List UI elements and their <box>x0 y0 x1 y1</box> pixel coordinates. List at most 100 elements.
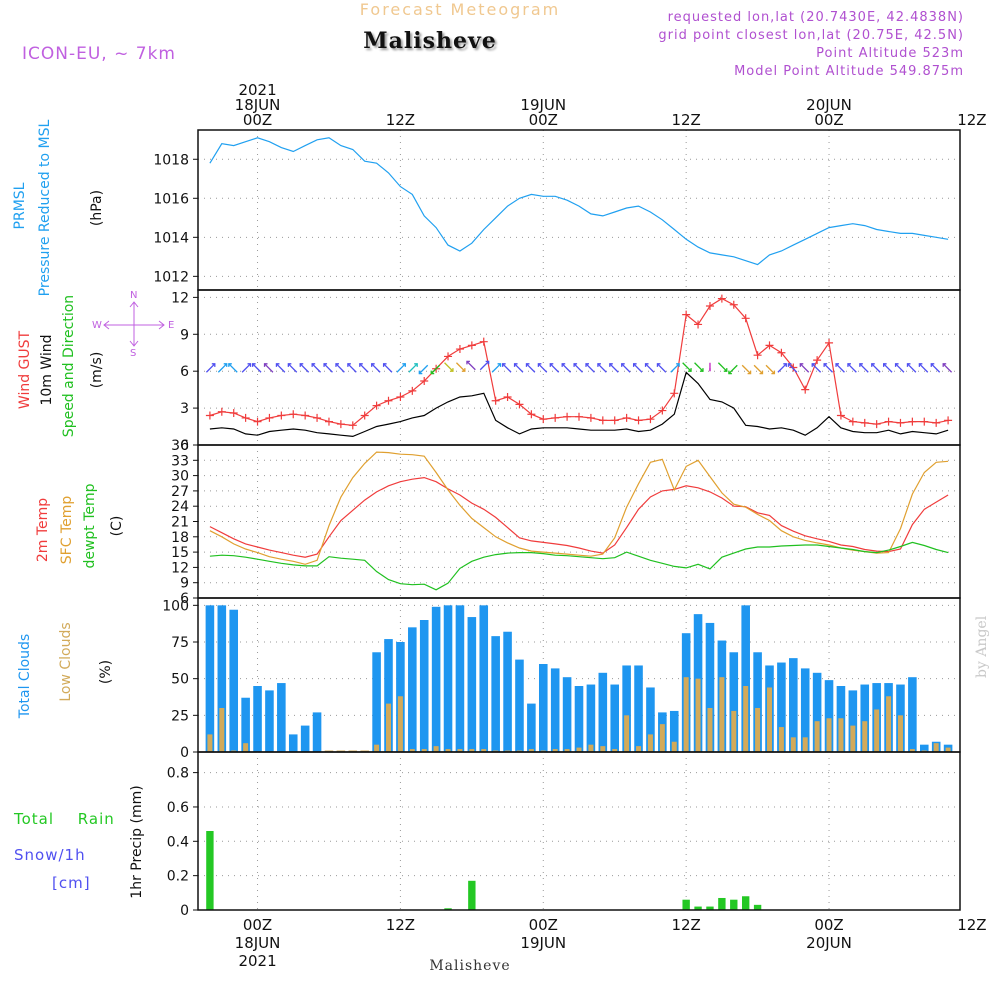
gust-marker <box>896 418 905 427</box>
wind-direction-arrow <box>466 360 476 371</box>
low-cloud-bar <box>481 749 487 752</box>
total-cloud-bar <box>789 658 798 752</box>
wind-direction-arrow <box>502 363 512 373</box>
y-tick-label: 1016 <box>153 191 189 207</box>
gust-marker <box>646 415 655 424</box>
time-label-bottom: 00Z <box>529 916 558 934</box>
wind-line <box>209 371 949 438</box>
gust-marker <box>908 417 917 426</box>
low-cloud-bar <box>790 737 796 752</box>
low-cloud-bar <box>874 709 880 752</box>
gust-marker <box>741 314 750 323</box>
low-cloud-bar <box>909 749 915 752</box>
total-cloud-bar <box>634 665 643 752</box>
gust-marker <box>932 418 941 427</box>
total-cloud-bar <box>908 677 917 752</box>
y-tick-label: 33 <box>171 453 189 469</box>
time-label-top: 12Z <box>957 111 986 129</box>
total-cloud-bar <box>610 684 620 752</box>
wind-direction-arrow <box>621 363 631 373</box>
gust-marker <box>229 409 238 418</box>
gust-marker <box>575 412 583 421</box>
gust-marker <box>729 300 738 309</box>
gust-marker <box>384 396 393 405</box>
gust-marker <box>813 356 822 365</box>
time-label-top: 18JUN <box>235 96 281 114</box>
total-cloud-bar <box>265 690 274 752</box>
y-tick-label: 50 <box>171 672 189 688</box>
low-cloud-bar <box>564 749 570 752</box>
total-cloud-bar <box>586 684 596 752</box>
wind-direction-arrow <box>609 363 619 373</box>
y-tick-label: 36 <box>171 438 189 454</box>
wind-direction-arrow <box>835 363 845 373</box>
total-cloud-bar <box>646 687 655 752</box>
total-cloud-bar <box>753 652 762 752</box>
low-cloud-bar <box>219 708 225 752</box>
wind-direction-arrow <box>753 364 764 375</box>
gust-marker <box>670 389 679 398</box>
wind-direction-arrow <box>670 363 680 373</box>
gust-marker <box>622 413 631 422</box>
snow-label: Snow/1h <box>14 846 86 864</box>
low-cloud-bar <box>897 715 903 752</box>
wind-direction-arrow <box>418 364 429 375</box>
low-cloud-bar <box>636 746 642 752</box>
total-cloud-bar <box>800 668 810 752</box>
gust-marker <box>705 301 714 310</box>
low-cloud-bar <box>528 749 534 752</box>
total-cloud-bar <box>669 710 679 752</box>
wind-direction-arrow <box>347 363 357 373</box>
low-cloud-bar <box>862 721 868 752</box>
panel-frame <box>197 751 961 911</box>
time-label-top: 00Z <box>814 111 843 129</box>
total-cloud-bar <box>312 712 322 752</box>
wind-direction-arrow <box>799 363 810 373</box>
time-label-bottom: 18JUN <box>235 934 281 952</box>
footer-location: Malisheve <box>429 958 511 974</box>
low-cloud-bar <box>707 708 713 752</box>
wind-direction-arrow <box>359 363 369 373</box>
gust-marker <box>860 418 869 427</box>
y-tick-label: 21 <box>171 515 189 531</box>
low-cloud-bar <box>374 744 380 752</box>
wind-direction-arrow <box>335 363 345 373</box>
low-cloud-bar <box>409 749 415 752</box>
gust-marker <box>408 386 417 395</box>
wind-direction-arrow <box>632 363 643 373</box>
requested-coordinates: requested lon,lat (20.7430E, 42.4838N) <box>667 10 964 25</box>
low-cloud-bar <box>766 687 773 752</box>
time-label-bottom: 12Z <box>671 916 700 934</box>
location-title: Malisheve <box>363 28 497 54</box>
compass-icon: N W E S <box>90 290 180 360</box>
low-cloud-bar <box>743 686 749 752</box>
wind-direction-arrow <box>777 363 787 373</box>
y-tick-label: 0 <box>180 903 189 919</box>
gust-marker <box>444 352 453 361</box>
low-cloud-bar <box>695 678 701 752</box>
rain-bar <box>444 908 452 910</box>
compass-s: S <box>130 348 137 359</box>
low-cloud-bar <box>624 715 630 752</box>
gust-marker <box>836 411 845 420</box>
gust-marker <box>848 417 857 426</box>
low-cloud-bar <box>778 727 784 752</box>
gust-marker <box>682 310 691 319</box>
total-cloud-bar <box>919 744 929 752</box>
y-tick-label: 9 <box>180 576 189 592</box>
rain-bar <box>468 880 476 910</box>
low-cloud-bar <box>671 741 677 752</box>
gust-marker <box>301 411 310 420</box>
low-cloud-bar <box>647 734 653 752</box>
y-tick-label: 25 <box>171 708 189 724</box>
low-cloud-bar <box>945 747 951 752</box>
gust-marker <box>825 338 834 347</box>
gust-marker <box>336 420 345 429</box>
gust-marker <box>217 407 226 416</box>
gust-marker <box>313 413 322 422</box>
total-cloud-bar <box>300 725 310 752</box>
panel-frame <box>197 129 961 291</box>
wind-direction-arrow <box>263 363 274 373</box>
time-label-top: 12Z <box>386 111 415 129</box>
wind-direction-arrow <box>491 363 502 373</box>
